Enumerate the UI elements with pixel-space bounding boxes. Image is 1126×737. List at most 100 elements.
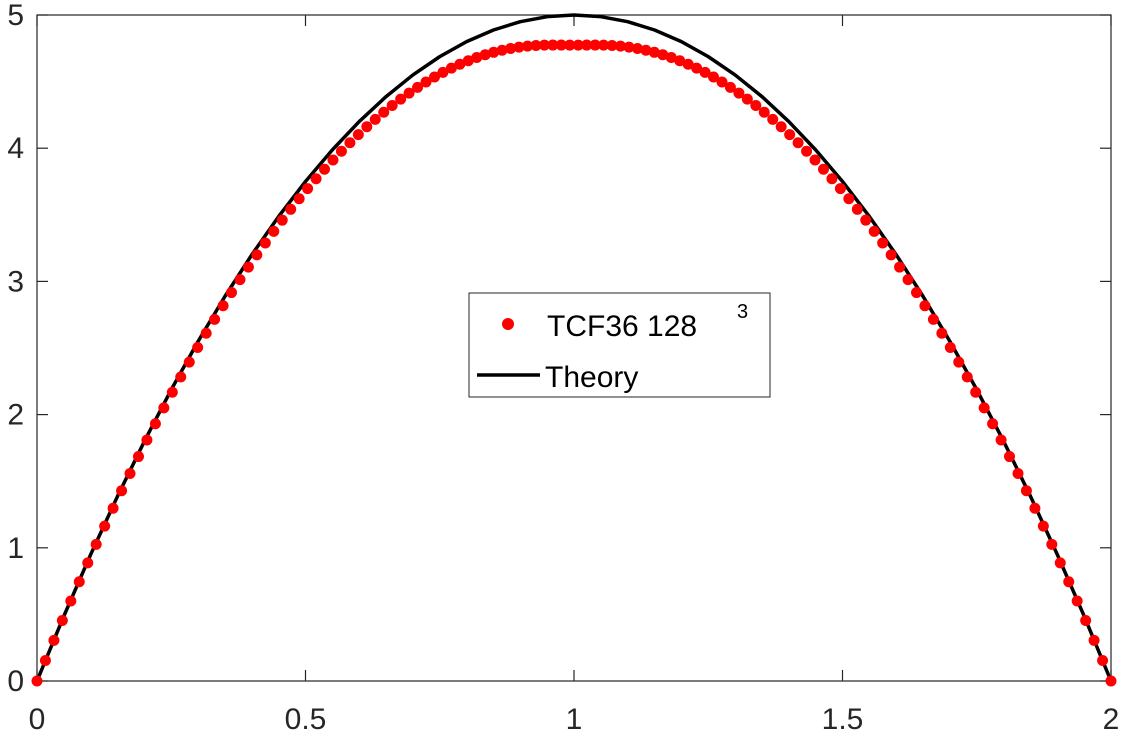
- data-point: [1037, 520, 1049, 532]
- data-point: [606, 39, 618, 51]
- data-point: [919, 300, 931, 312]
- data-point: [538, 39, 550, 51]
- data-point: [1088, 634, 1100, 646]
- data-point: [767, 113, 779, 125]
- data-point: [657, 49, 669, 61]
- data-point: [226, 287, 237, 299]
- data-point: [758, 106, 770, 118]
- data-point: [378, 106, 390, 118]
- data-point: [192, 342, 204, 354]
- theory-series: [35, 13, 1113, 682]
- data-point: [868, 225, 880, 237]
- tcf36-series: [31, 39, 1117, 687]
- data-point: [1029, 502, 1041, 514]
- data-point: [724, 81, 736, 93]
- y-tick-label: 5: [7, 0, 24, 32]
- data-point: [90, 538, 102, 550]
- data-point: [817, 163, 829, 175]
- data-point: [530, 39, 542, 51]
- data-point: [302, 183, 314, 195]
- data-point: [319, 163, 331, 175]
- data-point: [1071, 595, 1083, 607]
- data-point: [927, 313, 939, 325]
- data-point: [395, 93, 407, 105]
- data-point: [65, 595, 77, 607]
- data-point: [149, 418, 161, 430]
- data-point: [792, 137, 804, 149]
- data-point: [412, 81, 424, 93]
- data-point: [124, 467, 136, 479]
- data-point: [158, 402, 170, 414]
- data-point: [1020, 485, 1032, 497]
- data-point: [834, 183, 846, 195]
- data-point: [403, 87, 415, 99]
- data-point: [327, 154, 339, 166]
- data-point: [961, 371, 973, 383]
- data-point: [352, 129, 364, 141]
- data-point: [784, 129, 796, 141]
- x-tick-labels: 0 0.5 1 1.5 2: [29, 703, 1120, 736]
- data-point: [708, 71, 720, 83]
- data-point: [911, 287, 922, 299]
- data-point: [987, 418, 999, 430]
- data-point: [699, 66, 711, 78]
- data-point: [116, 485, 128, 497]
- data-point: [801, 145, 813, 157]
- data-point: [73, 576, 85, 588]
- y-tick-label: 1: [7, 532, 24, 565]
- data-point: [665, 52, 677, 64]
- x-tick-label: 0.5: [285, 703, 327, 736]
- legend: TCF36 128 3 Theory: [468, 292, 771, 398]
- data-point: [572, 39, 584, 51]
- data-point: [56, 614, 68, 626]
- data-point: [361, 121, 373, 133]
- data-point: [1046, 538, 1058, 550]
- data-point: [691, 62, 703, 74]
- data-point: [496, 44, 508, 56]
- data-point: [885, 249, 897, 261]
- data-point: [132, 451, 144, 463]
- data-point: [843, 193, 855, 205]
- data-point: [251, 249, 263, 261]
- data-point: [877, 237, 889, 249]
- data-point: [344, 137, 356, 149]
- data-point: [623, 41, 635, 53]
- data-point: [479, 49, 491, 61]
- x-tick-label: 2: [1103, 703, 1120, 736]
- data-point: [615, 40, 626, 52]
- data-point: [716, 76, 728, 88]
- data-point: [513, 41, 525, 53]
- data-point: [39, 655, 51, 666]
- y-tick-labels: 0 1 2 3 4 5: [7, 0, 24, 698]
- legend-label-tcf36-superscript: 3: [737, 301, 748, 323]
- data-point: [276, 214, 288, 226]
- data-point: [648, 46, 660, 58]
- data-point: [1063, 576, 1075, 588]
- legend-box: [468, 292, 771, 398]
- data-point: [437, 66, 449, 78]
- data-point: [682, 58, 694, 70]
- legend-marker-tcf36: [502, 318, 514, 330]
- data-point: [293, 193, 305, 205]
- data-point: [978, 402, 990, 414]
- data-point: [141, 434, 153, 446]
- data-point: [970, 386, 982, 398]
- data-point: [310, 173, 322, 185]
- data-point: [200, 327, 212, 339]
- x-tick-label: 1: [566, 703, 583, 736]
- data-point: [234, 274, 246, 286]
- data-point: [217, 300, 229, 312]
- data-point: [598, 39, 610, 51]
- y-tick-label: 0: [7, 665, 24, 698]
- data-point: [335, 145, 347, 157]
- data-point: [259, 237, 271, 249]
- data-point: [581, 39, 593, 51]
- legend-label-theory: Theory: [545, 361, 638, 394]
- data-point: [589, 39, 601, 51]
- data-point: [1080, 614, 1092, 626]
- x-tick-label: 0: [29, 703, 46, 736]
- data-point: [851, 203, 863, 215]
- data-point: [82, 557, 94, 569]
- data-point: [1054, 557, 1066, 569]
